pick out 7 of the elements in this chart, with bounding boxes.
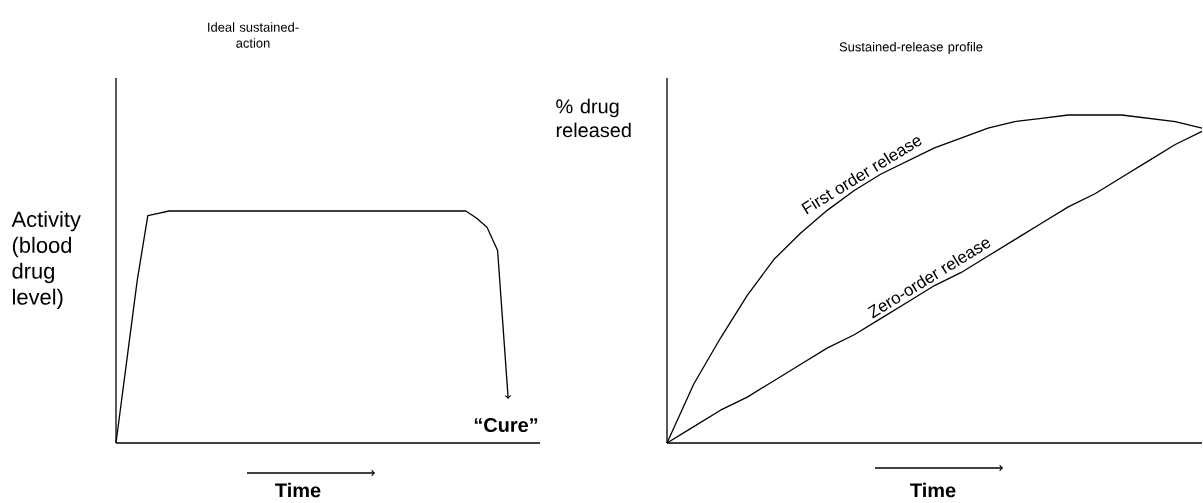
y-axis-title: Activity (blood drug level) — [11, 210, 81, 310]
y-axis-title: % drug released — [556, 98, 631, 138]
chart-title: Ideal sustained-action — [208, 22, 299, 48]
annotation: “Cure” — [474, 417, 538, 433]
x-axis-title: Time — [910, 482, 956, 498]
chart-title: Sustained-release profile — [839, 41, 983, 55]
x-axis-title: Time — [275, 482, 321, 498]
